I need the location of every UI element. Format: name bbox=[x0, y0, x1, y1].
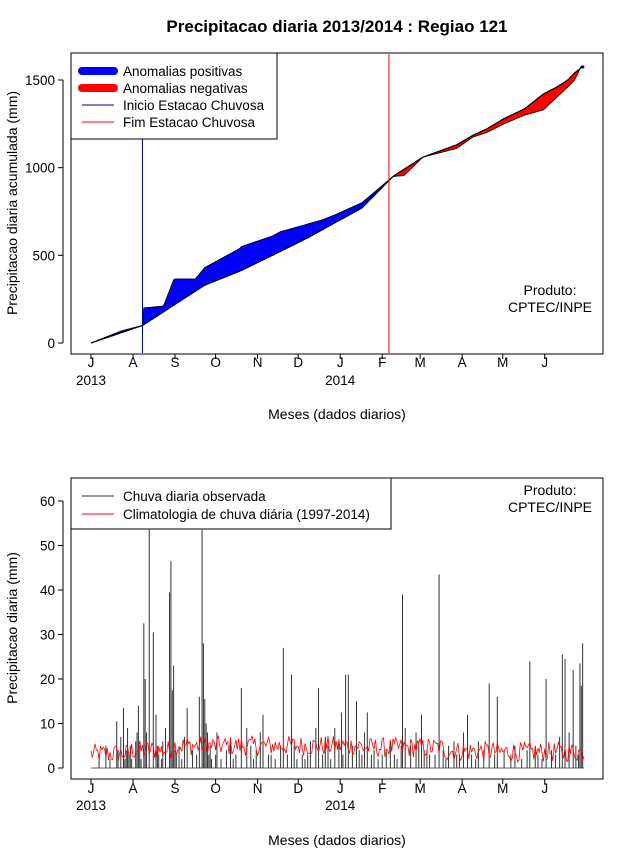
daily-observed-bars bbox=[91, 529, 584, 769]
x-tick-label: M bbox=[414, 781, 425, 796]
year-label: 2014 bbox=[325, 798, 356, 813]
x-tick-label: O bbox=[210, 781, 221, 796]
legend-label-negative: Anomalias negativas bbox=[123, 81, 248, 96]
y-tick-label: 10 bbox=[40, 717, 55, 732]
x-tick-label: A bbox=[458, 355, 467, 370]
x-tick-label: N bbox=[253, 781, 263, 796]
y-tick-label: 0 bbox=[47, 761, 55, 776]
y-tick-label: 60 bbox=[40, 494, 55, 509]
legend-top: Anomalias positivas Anomalias negativas … bbox=[70, 52, 278, 140]
legend-box bbox=[70, 52, 278, 140]
x-tick-label: J bbox=[541, 355, 548, 370]
legend-label-end: Fim Estacao Chuvosa bbox=[123, 115, 256, 130]
y-tick-label: 1500 bbox=[25, 73, 55, 88]
x-axis-top: J A S O N D J F M A M J 2013 2014 bbox=[76, 353, 548, 388]
product-source-bottom: CPTEC/INPE bbox=[508, 499, 592, 515]
x-tick-label: F bbox=[378, 781, 386, 796]
product-label-top: Produto: bbox=[524, 282, 577, 298]
y-tick-label: 30 bbox=[40, 628, 55, 643]
x-tick-label: J bbox=[541, 781, 548, 796]
y-tick-label: 40 bbox=[40, 583, 55, 598]
chart-title: Precipitacao diaria 2013/2014 : Regiao 1… bbox=[166, 17, 507, 36]
product-source-top: CPTEC/INPE bbox=[508, 299, 592, 315]
observed-cumulative-line bbox=[90, 65, 584, 344]
year-label: 2014 bbox=[325, 373, 356, 388]
x-tick-label: S bbox=[170, 355, 179, 370]
y-axis-top: 0 500 1000 1500 bbox=[25, 73, 64, 351]
x-axis-label-top: Meses (dados diarios) bbox=[268, 406, 406, 422]
legend-label-start: Inicio Estacao Chuvosa bbox=[123, 98, 265, 113]
legend-label-climatology: Climatologia de chuva diária (1997-2014) bbox=[123, 507, 370, 522]
x-tick-label: N bbox=[253, 355, 263, 370]
y-tick-label: 50 bbox=[40, 539, 55, 554]
product-label-bottom: Produto: bbox=[524, 482, 577, 498]
legend-label-positive: Anomalias positivas bbox=[123, 64, 243, 79]
legend-label-observed: Chuva diaria observada bbox=[123, 489, 266, 504]
x-tick-label: J bbox=[88, 781, 95, 796]
y-axis-bottom: 0 10 20 30 40 50 60 bbox=[40, 494, 64, 776]
x-tick-label: O bbox=[210, 355, 221, 370]
x-tick-label: S bbox=[170, 781, 179, 796]
y-tick-label: 500 bbox=[32, 248, 55, 263]
y-tick-label: 1000 bbox=[25, 161, 55, 176]
x-tick-label: A bbox=[128, 355, 137, 370]
climatology-cumulative-line bbox=[90, 67, 584, 344]
y-tick-label: 20 bbox=[40, 672, 55, 687]
x-tick-label: A bbox=[458, 781, 467, 796]
y-axis-label-bottom: Precipitacao diaria (mm) bbox=[4, 552, 20, 704]
year-label: 2013 bbox=[76, 798, 106, 813]
x-axis-bottom: J A S O N D J F M A M J 2013 2014 bbox=[76, 778, 548, 813]
x-tick-label: A bbox=[128, 781, 137, 796]
cumulative-lines bbox=[90, 65, 584, 344]
year-label: 2013 bbox=[76, 373, 106, 388]
x-tick-label: D bbox=[293, 355, 303, 370]
y-tick-label: 0 bbox=[47, 336, 55, 351]
cumulative-chart: 0 500 1000 1500 J A S O N D J F M A M J 2013 2014 Precip… bbox=[4, 52, 604, 422]
x-axis-label-bottom: Meses (dados diarios) bbox=[268, 832, 406, 848]
climatology-daily-line bbox=[90, 735, 585, 763]
x-tick-label: J bbox=[88, 355, 95, 370]
y-axis-label-top: Precipitacao diaria acumulada (mm) bbox=[4, 91, 20, 315]
x-tick-label: M bbox=[497, 355, 508, 370]
x-tick-label: J bbox=[337, 781, 344, 796]
legend-bottom: Chuva diaria observada Climatologia de c… bbox=[70, 477, 392, 530]
climatology-line bbox=[90, 735, 585, 763]
x-tick-label: J bbox=[337, 355, 344, 370]
x-tick-label: M bbox=[497, 781, 508, 796]
x-tick-label: F bbox=[378, 355, 386, 370]
x-tick-label: D bbox=[293, 781, 303, 796]
x-tick-label: M bbox=[414, 355, 425, 370]
legend-box bbox=[70, 477, 392, 530]
daily-chart: 0 10 20 30 40 50 60 J A S O N D J F M A M J 2013 2014 Preci… bbox=[4, 477, 604, 848]
